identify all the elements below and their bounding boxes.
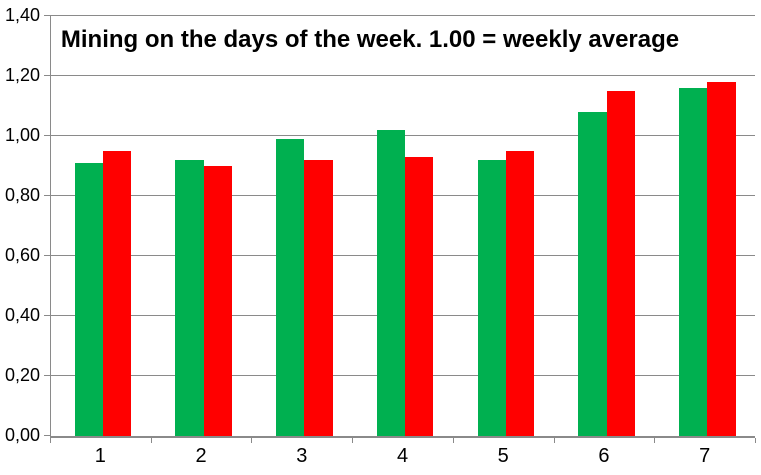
y-tick: [44, 315, 51, 316]
x-tick-label: 6: [598, 445, 610, 467]
x-axis-line: [50, 436, 755, 438]
y-tick-label: 0,40: [4, 305, 40, 325]
gridline: [50, 15, 755, 16]
y-tick-label: 1,40: [4, 5, 40, 25]
y-tick-label: 0,80: [4, 185, 40, 205]
y-tick: [44, 135, 51, 136]
x-tick-label: 3: [296, 445, 308, 467]
y-tick: [44, 255, 51, 256]
bar-green-day-2: [175, 160, 204, 436]
x-tick-label: 4: [396, 445, 409, 467]
x-tick: [654, 438, 656, 443]
x-tick: [452, 438, 454, 443]
x-tick: [755, 438, 756, 443]
y-tick-label: 1,20: [4, 65, 40, 85]
bar-green-day-1: [74, 163, 103, 436]
y-tick: [44, 75, 51, 76]
y-tick-label: 0,00: [4, 425, 40, 445]
chart-title: Mining on the days of the week. 1.00 = w…: [60, 26, 680, 53]
bar-red-day-5: [505, 151, 535, 436]
bar-green-day-5: [477, 160, 506, 436]
bar-green-day-3: [276, 139, 305, 436]
y-axis-line: [50, 15, 51, 437]
y-tick-label: 0,20: [4, 365, 40, 385]
x-tick-label: 7: [699, 445, 711, 467]
y-tick: [44, 15, 51, 16]
bar-red-day-1: [102, 151, 132, 436]
bar-red-day-6: [606, 91, 635, 436]
bar-red-day-2: [203, 166, 232, 436]
y-tick: [44, 195, 51, 196]
bar-green-day-4: [376, 130, 406, 436]
bar-red-day-3: [304, 160, 333, 436]
x-tick-label: 2: [195, 445, 207, 467]
y-tick-label: 1,00: [4, 125, 40, 145]
x-tick: [251, 438, 253, 443]
y-tick-label: 0,60: [4, 245, 40, 265]
y-tick: [44, 435, 51, 436]
y-tick: [44, 375, 51, 376]
x-tick-label: 1: [94, 445, 106, 467]
bar-red-day-7: [707, 82, 736, 436]
x-tick: [352, 438, 354, 443]
x-tick: [50, 438, 51, 443]
bar-green-day-6: [578, 112, 607, 436]
bar-red-day-4: [405, 157, 434, 436]
x-tick-label: 5: [497, 445, 509, 467]
x-tick: [553, 438, 555, 443]
gridline: [50, 75, 755, 76]
bar-green-day-7: [678, 88, 708, 436]
x-tick: [150, 438, 152, 443]
